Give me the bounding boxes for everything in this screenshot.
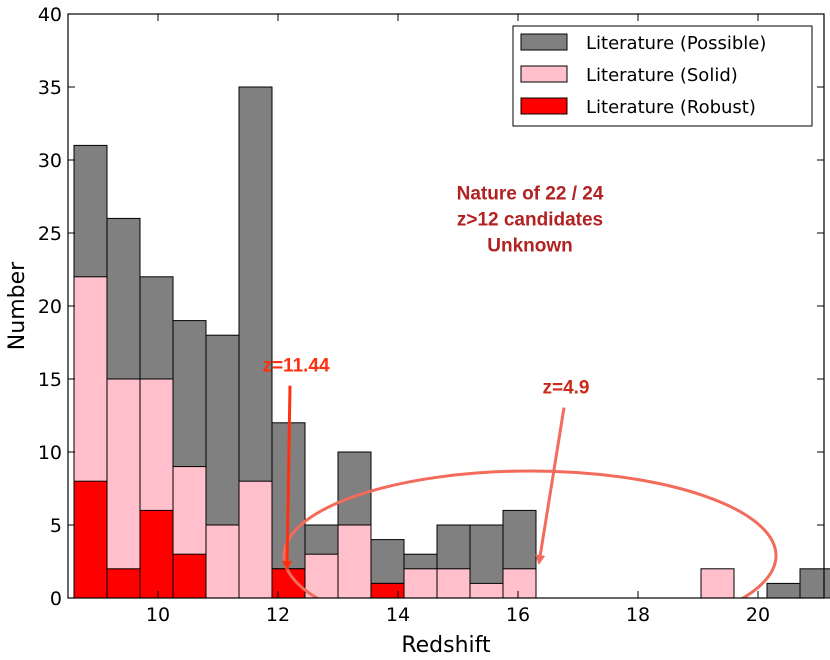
x-tick-label: 12 (266, 604, 290, 626)
x-tick-label: 14 (386, 604, 410, 626)
legend-swatch (520, 97, 568, 115)
y-tick-label: 0 (50, 588, 62, 610)
legend: Literature (Possible) Literature (Solid) L… (512, 25, 813, 127)
solid-bar (106, 378, 141, 599)
x-axis: 10 12 14 16 18 20 (146, 14, 770, 626)
highlight-ellipse (282, 469, 778, 598)
annotation-arrow (282, 385, 293, 571)
possible-bar (799, 568, 830, 599)
x-axis-title: Redshift (401, 633, 491, 658)
robust-bar (172, 553, 207, 599)
x-tick-label: 18 (626, 604, 650, 626)
solid-bar (403, 568, 438, 599)
annotation-arrow (535, 407, 566, 565)
y-tick-label: 25 (38, 223, 62, 245)
legend-swatch (520, 65, 568, 83)
solid-bar (337, 524, 372, 599)
legend-label: Literature (Possible) (586, 33, 766, 54)
y-tick-label: 10 (38, 442, 62, 464)
legend-label: Literature (Robust) (586, 97, 756, 118)
x-tick-label: 16 (506, 604, 530, 626)
robust-bar (370, 582, 405, 599)
annotation-note-line: z>12 candidates (457, 209, 603, 230)
legend-swatch (520, 33, 568, 51)
solid-bar (700, 568, 735, 599)
possible-bar (766, 582, 801, 599)
annotation-redshift-label: z=11.44 (262, 356, 330, 377)
annotation-redshift-label: z=4.9 (542, 378, 589, 399)
solid-bar (502, 568, 537, 599)
x-tick-label: 10 (146, 604, 170, 626)
legend-label: Literature (Solid) (586, 65, 738, 86)
robust-bar (73, 480, 108, 599)
y-axis: 0 5 10 15 20 25 30 35 40 (38, 4, 824, 610)
y-tick-label: 40 (38, 4, 62, 26)
solid-bar (238, 480, 273, 599)
y-tick-label: 15 (38, 369, 62, 391)
y-tick-label: 35 (38, 77, 62, 99)
robust-bar (139, 509, 174, 599)
solid-bar (205, 524, 240, 599)
solid-bar (304, 553, 339, 599)
annotation-text: Nature of 22 / 24 z>12 candidates Unknown z… (262, 183, 604, 571)
y-tick-label: 5 (50, 515, 62, 537)
annotation-note-line: Unknown (487, 235, 573, 256)
y-tick-label: 30 (38, 150, 62, 172)
robust-bar (106, 568, 141, 599)
annotation-shapes (282, 469, 778, 598)
x-tick-label: 20 (746, 604, 770, 626)
solid-bar (469, 582, 504, 599)
y-tick-label: 20 (38, 296, 62, 318)
annotation-note-line: Nature of 22 / 24 (457, 183, 604, 204)
y-axis-title: Number (5, 261, 30, 350)
solid-bar (436, 568, 471, 599)
